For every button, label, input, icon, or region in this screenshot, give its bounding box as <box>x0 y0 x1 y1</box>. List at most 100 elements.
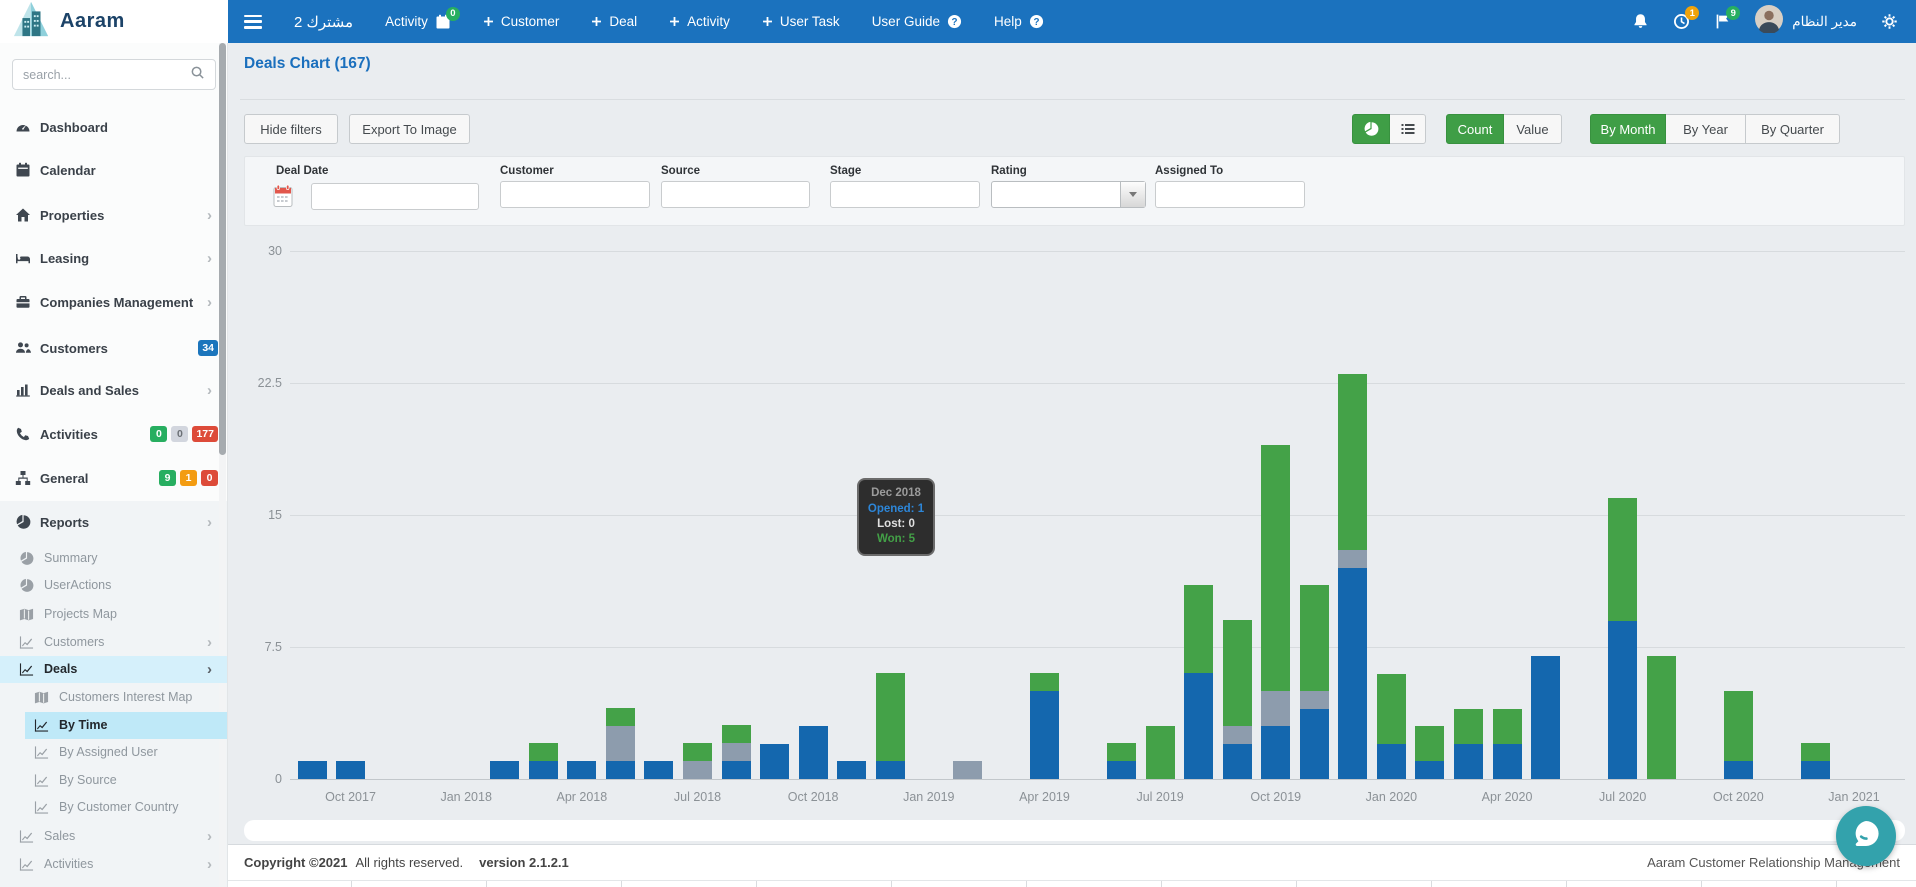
avatar <box>1755 5 1784 38</box>
sidebar-item-properties[interactable]: Properties › <box>0 202 228 228</box>
bar-sep-2017[interactable] <box>297 761 327 779</box>
nav-item-customer[interactable]: Customer <box>483 14 559 29</box>
bar-mar-2018[interactable] <box>528 743 558 779</box>
sidebar-subitem-by-time[interactable]: By Time <box>0 712 228 738</box>
sidebar-scrollbar-thumb[interactable] <box>219 43 226 455</box>
assigned-to-input[interactable] <box>1155 181 1305 208</box>
sidebar-item-dashboard[interactable]: Dashboard <box>0 114 228 140</box>
bar-aug-2018[interactable] <box>721 725 751 779</box>
sidebar-subitem-customers[interactable]: Customers › <box>0 629 228 655</box>
sidebar-subitem-customers-interest-map[interactable]: Customers Interest Map <box>0 684 228 710</box>
bar-jun-2019[interactable] <box>1107 743 1137 779</box>
gears-button[interactable] <box>1881 13 1898 30</box>
bar-apr-2019[interactable] <box>1029 673 1059 779</box>
hide-filters-button[interactable]: Hide filters <box>244 114 338 144</box>
stage-input[interactable] <box>830 181 980 208</box>
rating-select[interactable] <box>991 181 1146 208</box>
flag-button[interactable]: 9 <box>1714 6 1741 30</box>
nav-item-label: Deal <box>609 14 638 29</box>
nav-item-deal[interactable]: Deal <box>591 14 637 29</box>
bar-nov-2019[interactable] <box>1299 585 1329 779</box>
sidebar-item-customers[interactable]: Customers 34 <box>0 335 228 361</box>
sidebar-subitem-label: Customers <box>44 635 105 649</box>
bar-oct-2018[interactable] <box>798 726 828 779</box>
nav-item-مشترك-2[interactable]: مشترك 2 <box>294 13 353 31</box>
sidebar-item-companies-management[interactable]: Companies Management › <box>0 289 228 315</box>
sidebar-item-deals-and-sales[interactable]: Deals and Sales › <box>0 377 228 403</box>
bar-jul-2018[interactable] <box>683 743 712 779</box>
bar-may-2018[interactable] <box>605 708 635 779</box>
bell-button[interactable] <box>1632 13 1649 30</box>
bar-jul-2020[interactable] <box>1608 498 1638 779</box>
search-input[interactable] <box>23 67 190 82</box>
sidebar-subitem-projects-map[interactable]: Projects Map <box>0 601 228 627</box>
bar-may-2020[interactable] <box>1531 656 1561 779</box>
sidebar-item-leasing[interactable]: Leasing › <box>0 245 228 271</box>
metric-count[interactable]: Count <box>1446 114 1504 144</box>
gridline-30 <box>290 251 1905 252</box>
bar-apr-2018[interactable] <box>567 761 597 779</box>
question-circle-icon: ? <box>1029 14 1044 29</box>
customer-input[interactable] <box>500 181 650 208</box>
bar-dec-2020[interactable] <box>1800 743 1830 779</box>
sidebar-item-activities[interactable]: Activities 0 0 177 <box>0 421 228 447</box>
nav-item-user-task[interactable]: User Task <box>762 14 840 29</box>
bar-oct-2017[interactable] <box>336 761 366 779</box>
sidebar-subitem-by-assigned-user[interactable]: By Assigned User <box>0 739 228 765</box>
nav-item-help[interactable]: Help? <box>994 14 1044 29</box>
metric-value[interactable]: Value <box>1504 114 1562 144</box>
bar-jun-2018[interactable] <box>644 761 674 779</box>
bar-jan-2020[interactable] <box>1376 674 1406 779</box>
bar-feb-2020[interactable] <box>1415 726 1445 779</box>
period-by-quarter[interactable]: By Quarter <box>1746 114 1840 144</box>
bar-oct-2019[interactable] <box>1261 445 1291 779</box>
sidebar-item-calendar[interactable]: Calendar <box>0 157 228 183</box>
sidebar-subitem-sales[interactable]: Sales › <box>0 823 228 849</box>
svg-text:?: ? <box>951 17 957 28</box>
period-by-year[interactable]: By Year <box>1666 114 1746 144</box>
bar-feb-2019[interactable] <box>952 761 982 779</box>
sidebar-subitem-by-customer-country[interactable]: By Customer Country <box>0 794 228 820</box>
source-input[interactable] <box>661 181 810 208</box>
sidebar-scrollbar[interactable] <box>219 43 226 887</box>
app-logo[interactable]: Aaram <box>0 0 228 43</box>
export-to-image-button[interactable]: Export To Image <box>349 114 470 144</box>
chart-type-list-icon[interactable] <box>1390 114 1426 144</box>
calendar-date-icon[interactable] <box>273 184 293 208</box>
bar-aug-2020[interactable] <box>1646 656 1676 779</box>
bar-aug-2019[interactable] <box>1184 585 1214 779</box>
sidebar-item-label: Leasing <box>40 250 90 266</box>
sidebar-subitem-activities[interactable]: Activities › <box>0 851 228 877</box>
search-icon[interactable] <box>190 65 205 85</box>
bar-mar-2020[interactable] <box>1454 709 1483 779</box>
sidebar-item-general[interactable]: General 9 1 0 <box>0 465 228 491</box>
sidebar-subitem-by-source[interactable]: By Source <box>0 767 228 793</box>
sidebar-subitem-summary[interactable]: Summary <box>0 545 228 571</box>
horizontal-scrollbar[interactable] <box>244 820 1905 841</box>
bar-dec-2019[interactable] <box>1338 374 1368 779</box>
select-arrow-button[interactable] <box>1120 182 1145 207</box>
bar-oct-2020[interactable] <box>1723 691 1753 779</box>
nav-item-user-guide[interactable]: User Guide? <box>872 14 962 29</box>
sidebar-subitem-useractions[interactable]: UserActions <box>0 572 228 598</box>
bar-dec-2018[interactable] <box>875 673 905 779</box>
clock-button[interactable]: 1 <box>1673 6 1700 30</box>
sidebar-subitem-deals[interactable]: Deals › <box>0 656 228 682</box>
bar-jul-2019[interactable] <box>1145 726 1175 779</box>
deal-date-input[interactable] <box>311 183 479 210</box>
chat-widget-button[interactable] <box>1836 806 1896 866</box>
nav-item-activity[interactable]: Activity <box>669 14 730 29</box>
bar-nov-2018[interactable] <box>837 761 867 779</box>
chart-type-pie-icon[interactable] <box>1352 114 1390 144</box>
bar-sep-2019[interactable] <box>1222 620 1252 779</box>
bar-sep-2018[interactable] <box>760 744 790 779</box>
period-by-month[interactable]: By Month <box>1590 114 1666 144</box>
x-axis-label: Jan 2019 <box>903 790 955 804</box>
sidebar-item-reports[interactable]: Reports › <box>0 509 228 535</box>
tooltip-lost: Lost: 0 <box>877 518 915 530</box>
user-menu[interactable]: مدير النظام <box>1755 5 1857 38</box>
nav-item-activity[interactable]: Activity 0 <box>385 6 460 30</box>
bar-apr-2020[interactable] <box>1492 709 1522 779</box>
bar-feb-2018[interactable] <box>490 761 520 779</box>
hamburger-menu-icon[interactable] <box>244 14 262 29</box>
